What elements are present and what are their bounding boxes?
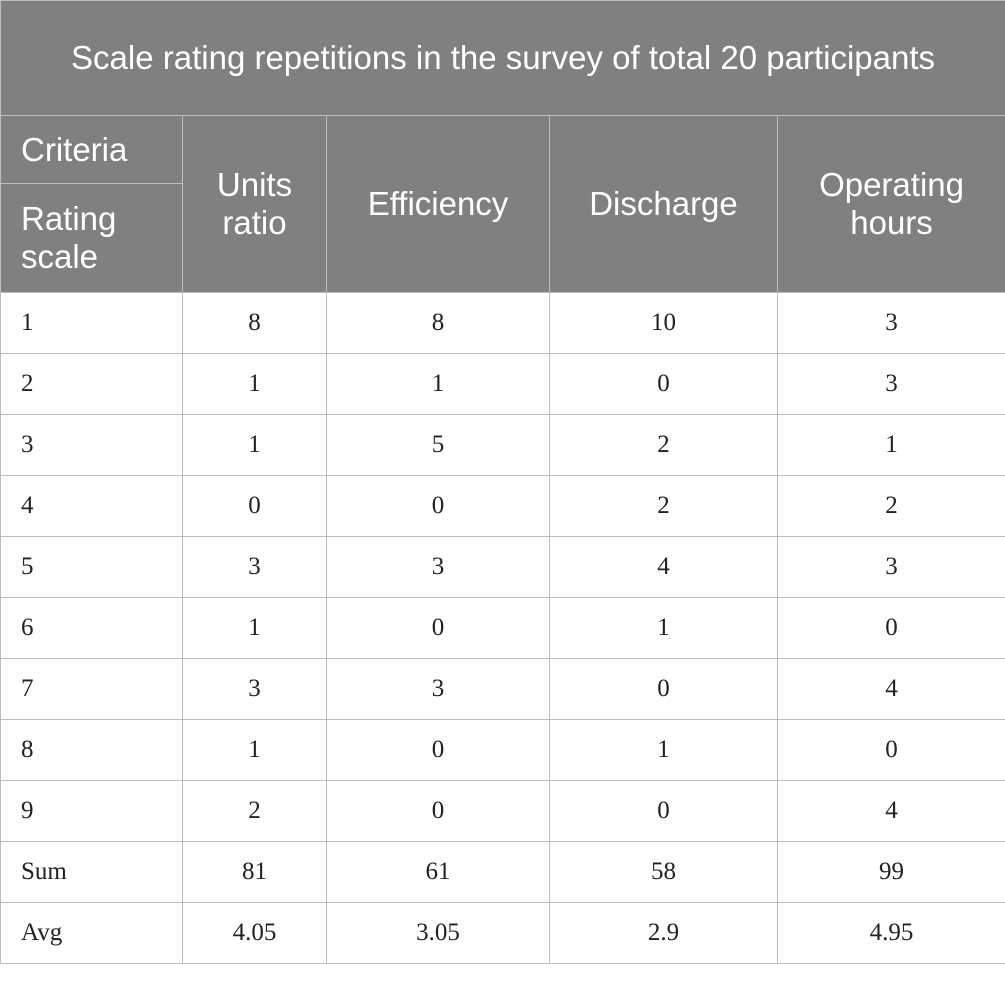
table-cell: 2 (549, 414, 778, 476)
row-label: 3 (0, 414, 183, 476)
table-cell: 3 (182, 536, 327, 598)
table-cell: 0 (326, 475, 550, 537)
table-cell: 4.95 (776, 902, 1005, 964)
table-cell: 2 (776, 475, 1005, 537)
row-label: 6 (0, 597, 183, 659)
table-cell: 0 (326, 597, 550, 659)
table-cell: 3 (776, 353, 1005, 415)
table-cell: 99 (776, 841, 1005, 903)
table-cell: 0 (549, 658, 778, 720)
title-row: Scale rating repetitions in the survey o… (0, 0, 1005, 116)
table-row: 1 8 8 10 3 (0, 292, 1005, 354)
row-label: 7 (0, 658, 183, 720)
header-row: Criteria Units ratio Efficiency Discharg… (0, 115, 1005, 293)
table-body: 1 8 8 10 3 2 1 1 0 3 3 1 5 2 1 4 0 0 2 2 5 3 3 4 3 6 1 0 1 0 7 3 3 0 4 8 1 0 1… (0, 292, 1005, 964)
row-label: 9 (0, 780, 183, 842)
table-cell: 1 (549, 719, 778, 781)
table-cell: 1 (776, 414, 1005, 476)
table-cell: 4 (549, 536, 778, 598)
table-cell: 3 (326, 658, 550, 720)
table-cell: 2.9 (549, 902, 778, 964)
table-cell: 5 (326, 414, 550, 476)
table-cell: 1 (182, 719, 327, 781)
table-cell: 1 (182, 597, 327, 659)
row-label: 2 (0, 353, 183, 415)
table-cell: 8 (182, 292, 327, 354)
table-cell: 1 (326, 353, 550, 415)
header-row-sub: Rating scale (0, 183, 1005, 293)
table-cell: 0 (182, 475, 327, 537)
table-cell: 3 (776, 536, 1005, 598)
table-cell: 0 (549, 780, 778, 842)
table-cell: 1 (182, 353, 327, 415)
row-label: 5 (0, 536, 183, 598)
row-label: 4 (0, 475, 183, 537)
table-cell: 3.05 (326, 902, 550, 964)
table-row: Avg 4.05 3.05 2.9 4.95 (0, 902, 1005, 964)
criteria-header: Criteria (0, 115, 183, 184)
table-cell: 0 (549, 353, 778, 415)
table-cell: 0 (776, 597, 1005, 659)
table-cell: 61 (326, 841, 550, 903)
column-header-operating-hours: Operating hours (776, 115, 1005, 293)
table-cell: 10 (549, 292, 778, 354)
table-cell: 3 (776, 292, 1005, 354)
table-cell: 81 (182, 841, 327, 903)
table-cell: 4 (776, 658, 1005, 720)
table-cell: 2 (549, 475, 778, 537)
table-cell: 3 (326, 536, 550, 598)
row-label: 1 (0, 292, 183, 354)
table-cell: 4 (776, 780, 1005, 842)
table-cell: 8 (326, 292, 550, 354)
table-cell: 58 (549, 841, 778, 903)
row-label: Sum (0, 841, 183, 903)
table-row: Sum 81 61 58 99 (0, 841, 1005, 903)
rating-scale-header: Rating scale (0, 183, 183, 293)
column-header-efficiency: Efficiency (326, 115, 550, 293)
table-cell: 1 (182, 414, 327, 476)
table-cell: 0 (326, 780, 550, 842)
table-cell: 0 (326, 719, 550, 781)
column-header-discharge: Discharge (549, 115, 778, 293)
table-cell: 2 (182, 780, 327, 842)
rating-table: Scale rating repetitions in the survey o… (0, 0, 1005, 964)
table-cell: 0 (776, 719, 1005, 781)
table-cell: 1 (549, 597, 778, 659)
table-cell: 4.05 (182, 902, 327, 964)
row-label: Avg (0, 902, 183, 964)
table-cell: 3 (182, 658, 327, 720)
table-title: Scale rating repetitions in the survey o… (0, 0, 1005, 116)
row-label: 8 (0, 719, 183, 781)
column-header-units-ratio: Units ratio (182, 115, 327, 293)
